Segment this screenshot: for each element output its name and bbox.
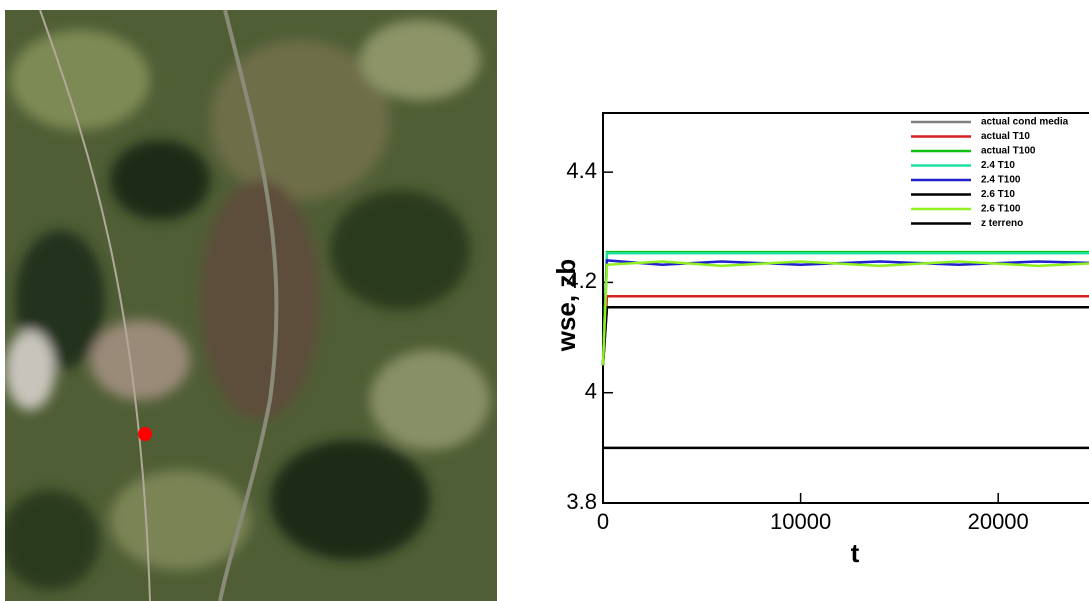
y-tick-label: 4.2 — [566, 268, 597, 293]
x-axis-label: t — [851, 538, 860, 568]
series-line — [601, 251, 1089, 366]
legend-label: 2.4 T10 — [981, 160, 1015, 171]
series-line — [601, 294, 1089, 366]
legend-label: actual cond media — [981, 117, 1069, 128]
legend-label: 2.6 T10 — [981, 189, 1015, 200]
aerial-photo — [5, 10, 497, 601]
series-line — [601, 250, 1089, 366]
series-line — [601, 259, 1089, 366]
x-tick-label: 0 — [597, 509, 609, 534]
y-tick-label: 4.4 — [566, 158, 597, 183]
legend-label: 2.4 T100 — [981, 175, 1021, 186]
legend-label: z terreno — [981, 218, 1023, 229]
legend-label: 2.6 T100 — [981, 204, 1021, 215]
plot-frame — [602, 112, 1089, 504]
x-tick-label: 10000 — [770, 509, 831, 534]
x-tick-label: 20000 — [968, 509, 1029, 534]
series-line — [601, 305, 1089, 366]
legend-box — [905, 114, 1089, 236]
y-tick-label: 3.8 — [566, 489, 597, 514]
legend-label: actual T100 — [981, 146, 1036, 157]
y-axis-label: wse, zb — [551, 259, 581, 352]
series-line — [601, 305, 1089, 366]
y-tick-label: 4 — [585, 379, 597, 404]
location-marker — [138, 427, 152, 441]
chart: t wse, zb 3.8 4 4.2 4.4 0 10000 20000 actual co… — [551, 112, 1089, 568]
series-line — [601, 260, 1089, 366]
legend-label: actual T10 — [981, 131, 1030, 142]
